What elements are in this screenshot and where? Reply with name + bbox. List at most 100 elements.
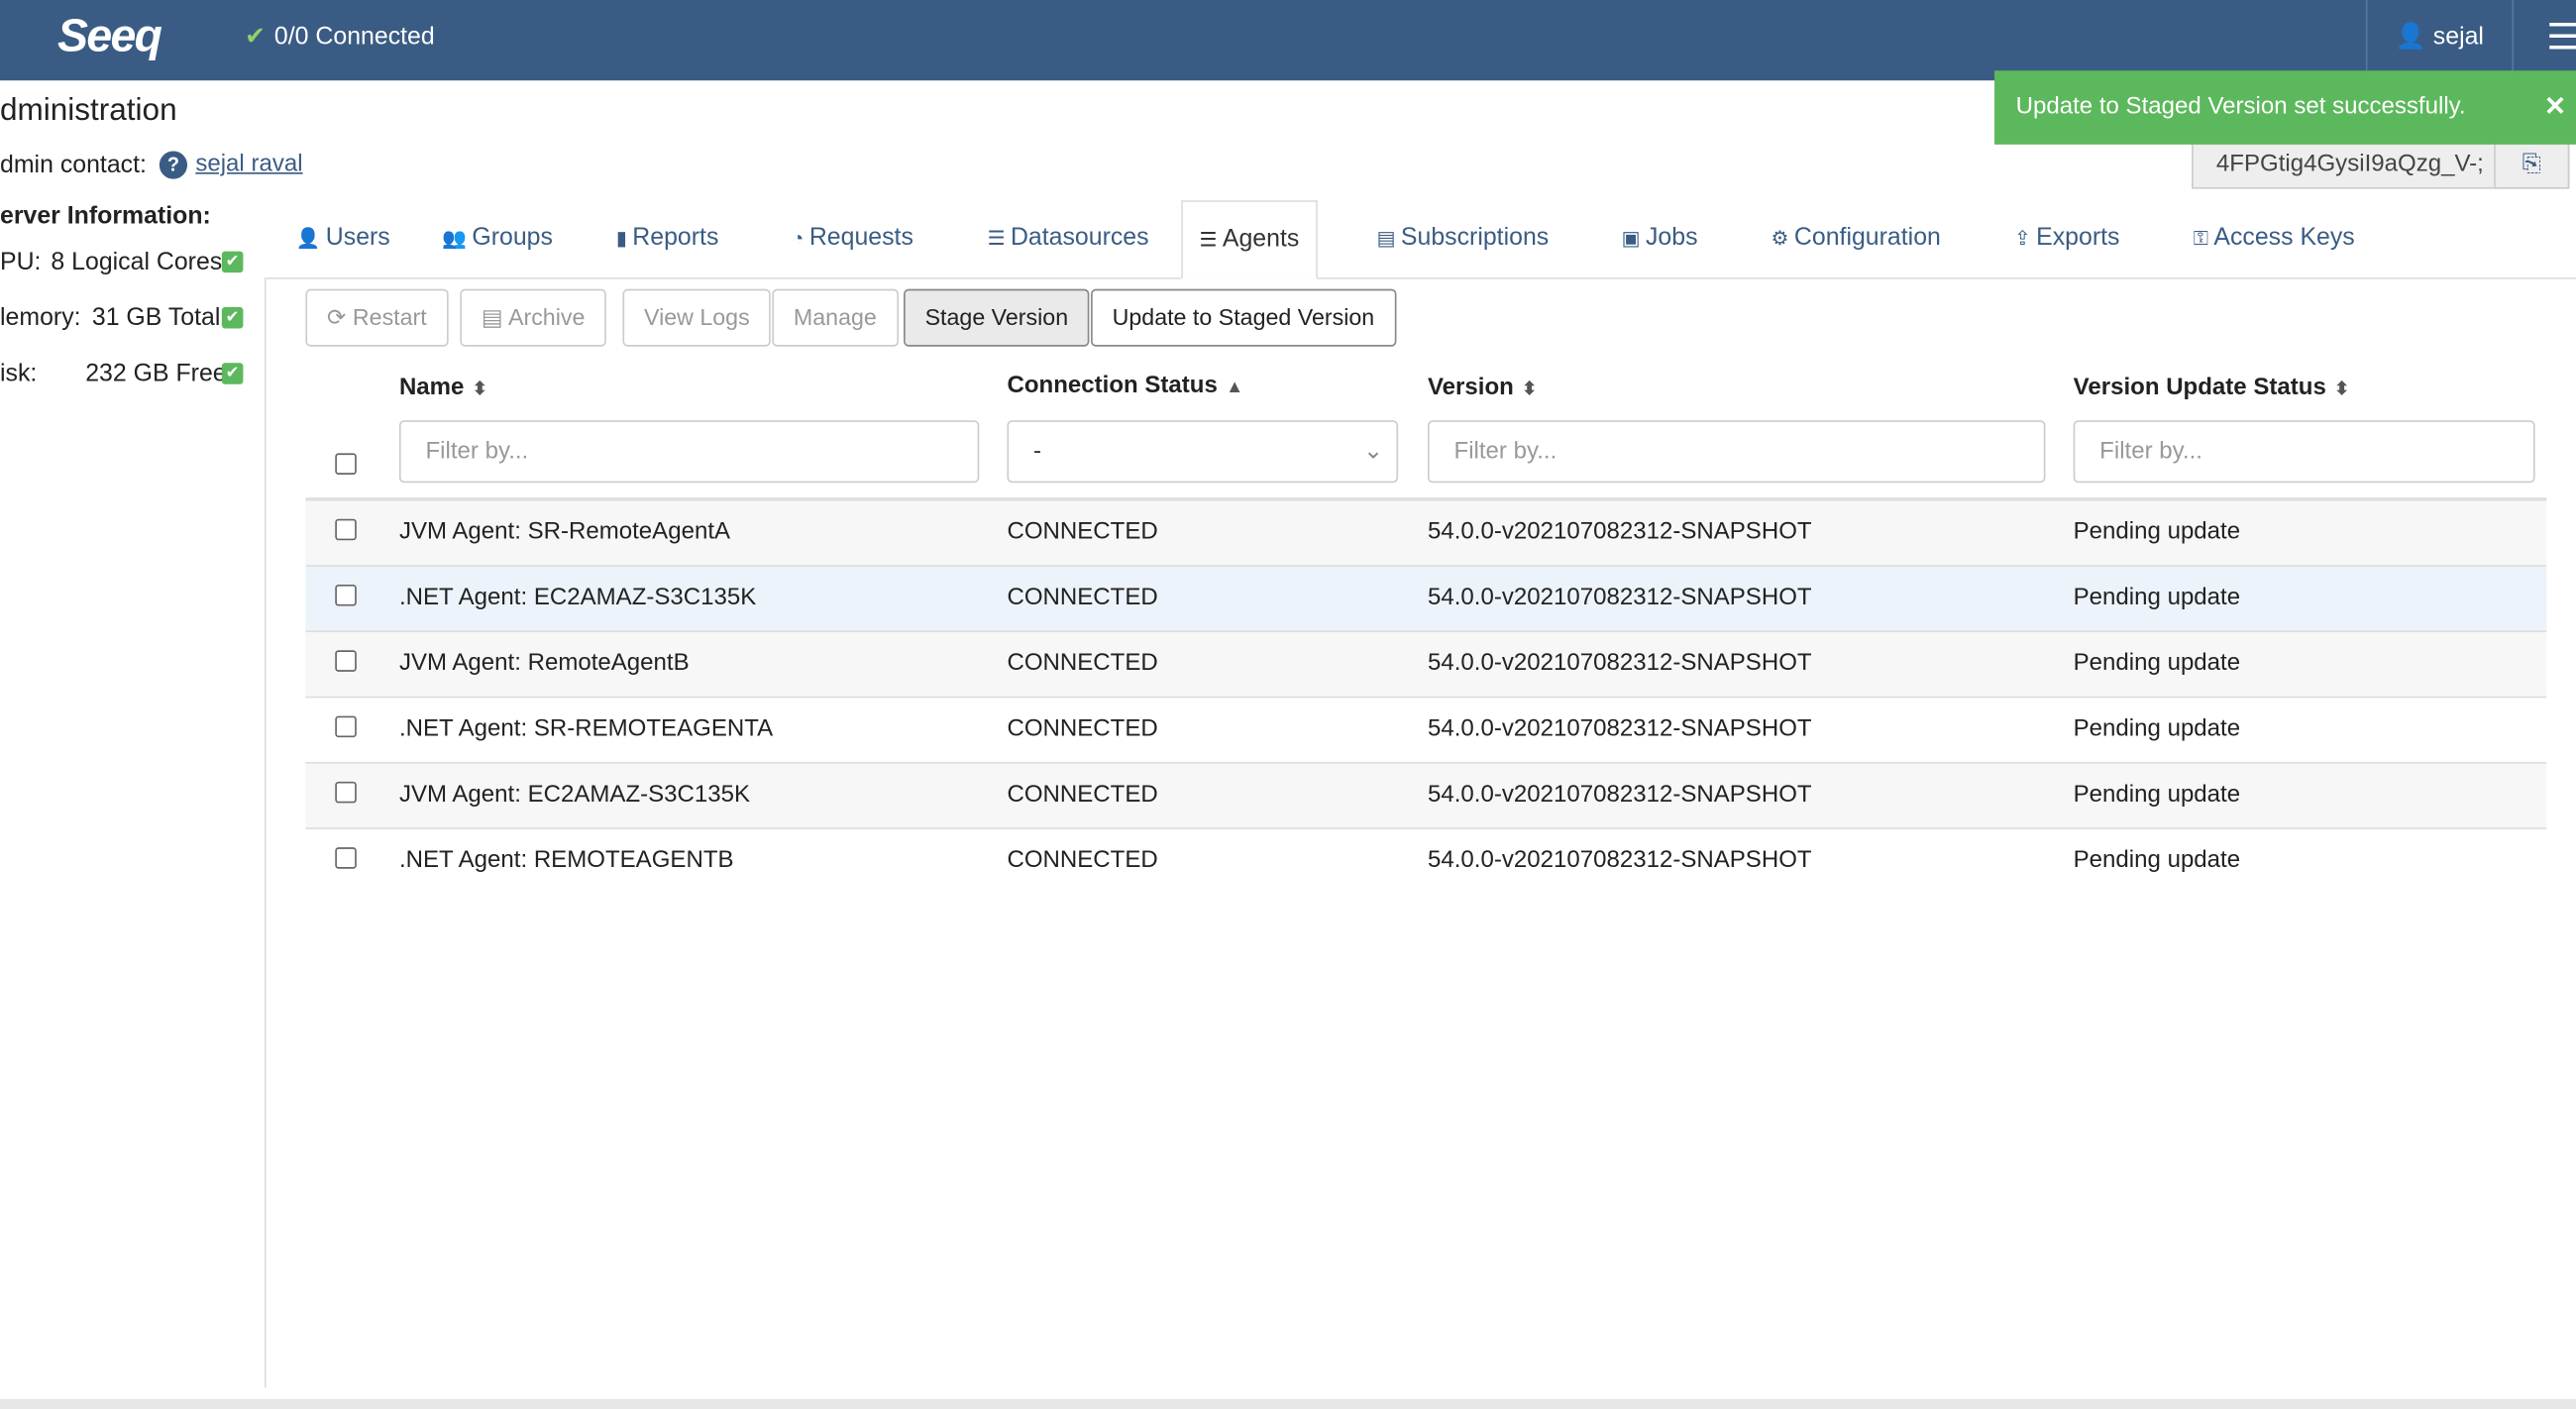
button-icon: ▤ bbox=[481, 303, 508, 331]
tab-icon: 👥 bbox=[442, 226, 473, 250]
placeholder: Filter by... bbox=[425, 438, 529, 466]
close-button[interactable]: ✕ bbox=[2543, 93, 2567, 122]
tab-icon: ⚿ bbox=[2193, 226, 2214, 250]
placeholder: Filter by... bbox=[1453, 438, 1557, 466]
tab-label: Jobs bbox=[1645, 223, 1698, 252]
admin-contact-link[interactable]: sejal raval bbox=[195, 151, 303, 177]
tab[interactable]: ⇪ Exports bbox=[1997, 200, 2136, 279]
token-field[interactable]: 4FPGtig4GysiI9aQzg_V-; bbox=[2192, 141, 2570, 189]
table-cell: JVM Agent: EC2AMAZ-S3C135K bbox=[398, 781, 751, 809]
user-name: sejal bbox=[2432, 23, 2484, 52]
dropdown-caret: ⌄ bbox=[1363, 438, 1384, 466]
filter-input[interactable]: Filter by... bbox=[2073, 420, 2535, 484]
toolbar-button[interactable]: Stage Version bbox=[904, 288, 1090, 347]
table-row[interactable]: .NET Agent: SR-REMOTEAGENTA CONNECTED 54.0… bbox=[305, 696, 2547, 762]
row-checkbox[interactable] bbox=[335, 715, 357, 738]
button-label: Manage bbox=[793, 303, 877, 331]
row-checkbox[interactable] bbox=[335, 847, 357, 869]
placeholder: Filter by... bbox=[2099, 438, 2202, 466]
table-cell: 54.0.0-v202107082312-SNAPSHOT bbox=[1427, 781, 1812, 809]
row-checkbox[interactable] bbox=[335, 781, 357, 804]
server-info-label: PU: bbox=[0, 248, 42, 276]
server-info-label: erver Information: bbox=[0, 201, 211, 231]
table-row[interactable]: JVM Agent: RemoteAgentB CONNECTED 54.0.0-v… bbox=[305, 630, 2547, 697]
tab[interactable]: ⚙ Configuration bbox=[1755, 200, 1958, 279]
toolbar-button[interactable]: Manage bbox=[772, 288, 899, 347]
header-label: Version bbox=[1427, 374, 1514, 401]
select-all-checkbox[interactable] bbox=[335, 453, 357, 475]
check-icon: ✔ bbox=[245, 23, 266, 52]
user-icon: 👤 bbox=[2395, 23, 2433, 52]
header-label: Connection Status bbox=[1007, 373, 1218, 399]
server-info-label: isk: bbox=[0, 359, 38, 388]
sort-icon: ⬍ bbox=[472, 379, 488, 399]
page-title: dministration bbox=[0, 93, 177, 129]
table-row[interactable]: JVM Agent: EC2AMAZ-S3C135K CONNECTED 54.0.… bbox=[305, 761, 2547, 828]
tab[interactable]: ▮ Reports bbox=[599, 200, 735, 279]
column-header[interactable]: Name ⬍ bbox=[399, 375, 487, 401]
tab-label: Requests bbox=[808, 223, 913, 252]
filter-input[interactable]: Filter by... bbox=[1427, 420, 2046, 484]
row-checkbox[interactable] bbox=[335, 650, 357, 672]
table-cell: Pending update bbox=[2073, 781, 2241, 809]
tab-icon: ▣ bbox=[1621, 226, 1646, 250]
status-check: ✔ bbox=[221, 363, 244, 384]
tab[interactable]: ☰ Datasources bbox=[971, 200, 1165, 279]
tab-label: Exports bbox=[2036, 223, 2120, 252]
column-header[interactable]: Version Update Status ⬍ bbox=[2074, 375, 2350, 401]
sort-icon: ⬍ bbox=[1522, 379, 1538, 399]
toolbar-button[interactable]: ▤ Archive bbox=[460, 288, 606, 347]
server-info-label: lemory: bbox=[0, 303, 81, 332]
table-cell: Pending update bbox=[2073, 847, 2241, 874]
table-cell: CONNECTED bbox=[1007, 847, 1158, 874]
table-cell: JVM Agent: SR-RemoteAgentA bbox=[398, 518, 731, 546]
tab[interactable]: ⚿ Access Keys bbox=[2177, 200, 2371, 279]
table-cell: CONNECTED bbox=[1007, 650, 1158, 677]
table-cell: .NET Agent: EC2AMAZ-S3C135K bbox=[398, 584, 757, 611]
user-menu[interactable]: 👤 sejal bbox=[2365, 0, 2515, 81]
sort-icon: ▲ bbox=[1226, 378, 1244, 398]
button-icon: ⟳ bbox=[326, 303, 353, 331]
tab-icon: ◔ bbox=[792, 226, 809, 250]
row-checkbox[interactable] bbox=[335, 518, 357, 541]
tab-icon: ☰ bbox=[987, 226, 1011, 250]
table-cell: CONNECTED bbox=[1007, 518, 1158, 546]
menu-icon[interactable]: ☰ bbox=[2546, 16, 2576, 58]
footer-bar bbox=[0, 1399, 2576, 1409]
tab-label: Subscriptions bbox=[1400, 223, 1550, 252]
tab-label: Configuration bbox=[1793, 223, 1941, 252]
tab[interactable]: 👥 Groups bbox=[425, 200, 569, 279]
logo[interactable]: Seeq bbox=[57, 9, 162, 61]
toolbar-button[interactable]: Update to Staged Version bbox=[1091, 288, 1396, 347]
tab[interactable]: ▤ Subscriptions bbox=[1360, 200, 1565, 279]
toast-message: Update to Staged Version set successfull… bbox=[2015, 93, 2466, 120]
table-cell: JVM Agent: RemoteAgentB bbox=[398, 650, 690, 677]
tab-icon: ☰ bbox=[1199, 228, 1223, 252]
tab[interactable]: ◔ Requests bbox=[776, 200, 930, 279]
toolbar-button[interactable]: ⟳ Restart bbox=[305, 288, 449, 347]
table-cell: Pending update bbox=[2073, 518, 2241, 546]
server-info-value: 8 Logical Cores bbox=[51, 248, 223, 276]
table-row[interactable]: .NET Agent: EC2AMAZ-S3C135K CONNECTED 54.0… bbox=[305, 565, 2547, 631]
button-label: Stage Version bbox=[924, 303, 1069, 331]
tab[interactable]: 👤 Users bbox=[279, 200, 406, 279]
column-header[interactable]: Connection Status ▲ bbox=[1007, 373, 1243, 399]
tab-label: Access Keys bbox=[2213, 223, 2355, 252]
help-icon[interactable]: ? bbox=[159, 151, 188, 179]
table-row[interactable]: JVM Agent: SR-RemoteAgentA CONNECTED 54.0.… bbox=[305, 498, 2547, 566]
copy-button[interactable]: ⎘ bbox=[2494, 141, 2570, 189]
table-cell: 54.0.0-v202107082312-SNAPSHOT bbox=[1427, 518, 1812, 546]
column-header[interactable]: Version ⬍ bbox=[1428, 375, 1537, 401]
tab-border bbox=[264, 277, 2576, 279]
tab[interactable]: ▣ Jobs bbox=[1605, 200, 1714, 279]
table-row[interactable]: .NET Agent: REMOTEAGENTB CONNECTED 54.0.0-… bbox=[305, 827, 2547, 894]
connection-status[interactable]: 0/0 Connected bbox=[273, 23, 435, 52]
divider bbox=[264, 278, 267, 1388]
toolbar-button[interactable]: View Logs bbox=[622, 288, 772, 347]
sort-icon: ⬍ bbox=[2334, 379, 2350, 399]
filter-input[interactable]: Filter by... bbox=[398, 420, 980, 484]
row-checkbox[interactable] bbox=[335, 584, 357, 606]
tab[interactable]: ☰ Agents bbox=[1181, 200, 1318, 279]
status-select[interactable]: - ⌄ bbox=[1007, 420, 1399, 484]
